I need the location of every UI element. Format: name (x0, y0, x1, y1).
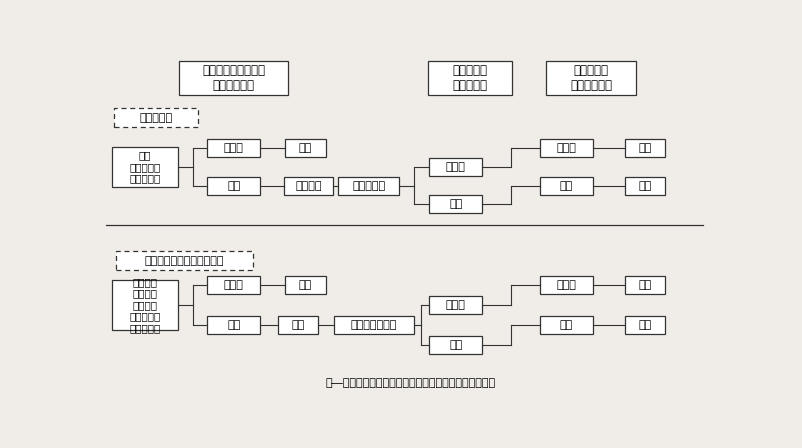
Bar (540, 177, 593, 194)
Text: 回復: 回復 (298, 280, 312, 290)
Bar (208, 276, 261, 294)
Text: 回復: 回復 (638, 143, 651, 153)
Text: 回復: 回復 (298, 143, 312, 153)
Text: Ｙｅｓ: Ｙｅｓ (224, 143, 244, 153)
Text: Ｎｏ: Ｎｏ (560, 181, 573, 190)
Bar (429, 336, 482, 354)
Bar (115, 251, 253, 270)
Text: 回復: 回復 (638, 280, 651, 290)
Bar (208, 316, 261, 334)
Bar (277, 316, 318, 334)
Bar (284, 177, 334, 194)
Text: Ｎｏ: Ｎｏ (227, 320, 241, 330)
Text: 喘息発作: 喘息発作 (295, 181, 322, 190)
Text: Ｙｅｓ: Ｙｅｓ (446, 162, 466, 172)
Text: Ｙｅｓ: Ｙｅｓ (557, 143, 577, 153)
Bar (208, 177, 261, 194)
Text: 悪化: 悪化 (638, 181, 651, 190)
Bar (286, 276, 326, 294)
Bar (208, 139, 261, 157)
Text: 血糖検査
食事制限
運動療法
インシュリ
ン自己注射: 血糖検査 食事制限 運動療法 インシュリ ン自己注射 (129, 277, 160, 333)
Text: Ｙｅｓ: Ｙｅｓ (224, 280, 244, 290)
Text: Ｎｏ: Ｎｏ (449, 199, 463, 209)
Bar (625, 139, 665, 157)
Bar (114, 108, 198, 127)
Bar (540, 139, 593, 157)
Bar (112, 147, 177, 187)
Bar (180, 60, 288, 95)
Text: 悪化: 悪化 (291, 320, 305, 330)
Bar (428, 60, 512, 95)
Text: 図―１　気管支喘息と糖尿病の病状に関わる患者の行動: 図―１ 気管支喘息と糖尿病の病状に関わる患者の行動 (326, 379, 496, 388)
Text: 対処するか
何もしないか: 対処するか 何もしないか (570, 64, 612, 92)
Text: 悪化: 悪化 (638, 320, 651, 330)
Bar (429, 195, 482, 213)
Text: インシュリン依存型糖尿病: インシュリン依存型糖尿病 (144, 256, 224, 266)
Bar (625, 177, 665, 194)
Text: Ｙｅｓ: Ｙｅｓ (446, 300, 466, 310)
Bar (334, 316, 414, 334)
Text: 軽症の症状: 軽症の症状 (352, 181, 385, 190)
Text: Ｎｏ: Ｎｏ (560, 320, 573, 330)
Text: 寒気
アレルゲン
急激な運動: 寒気 アレルゲン 急激な運動 (129, 151, 160, 184)
Bar (540, 276, 593, 294)
Bar (286, 139, 326, 157)
Bar (112, 280, 177, 330)
Text: Ｎｏ: Ｎｏ (449, 340, 463, 350)
Text: コントロールするか
何もしないか: コントロールするか 何もしないか (202, 64, 265, 92)
Text: 血糖状態の悪化: 血糖状態の悪化 (350, 320, 397, 330)
Bar (625, 316, 665, 334)
Text: 気管支喘息: 気管支喘息 (140, 112, 172, 123)
Text: Ｙｅｓ: Ｙｅｓ (557, 280, 577, 290)
Bar (429, 158, 482, 176)
Bar (546, 60, 636, 95)
Bar (429, 296, 482, 314)
Bar (625, 276, 665, 294)
Bar (338, 177, 399, 194)
Text: Ｎｏ: Ｎｏ (227, 181, 241, 190)
Text: 認知するか
無視するか: 認知するか 無視するか (452, 64, 488, 92)
Bar (540, 316, 593, 334)
